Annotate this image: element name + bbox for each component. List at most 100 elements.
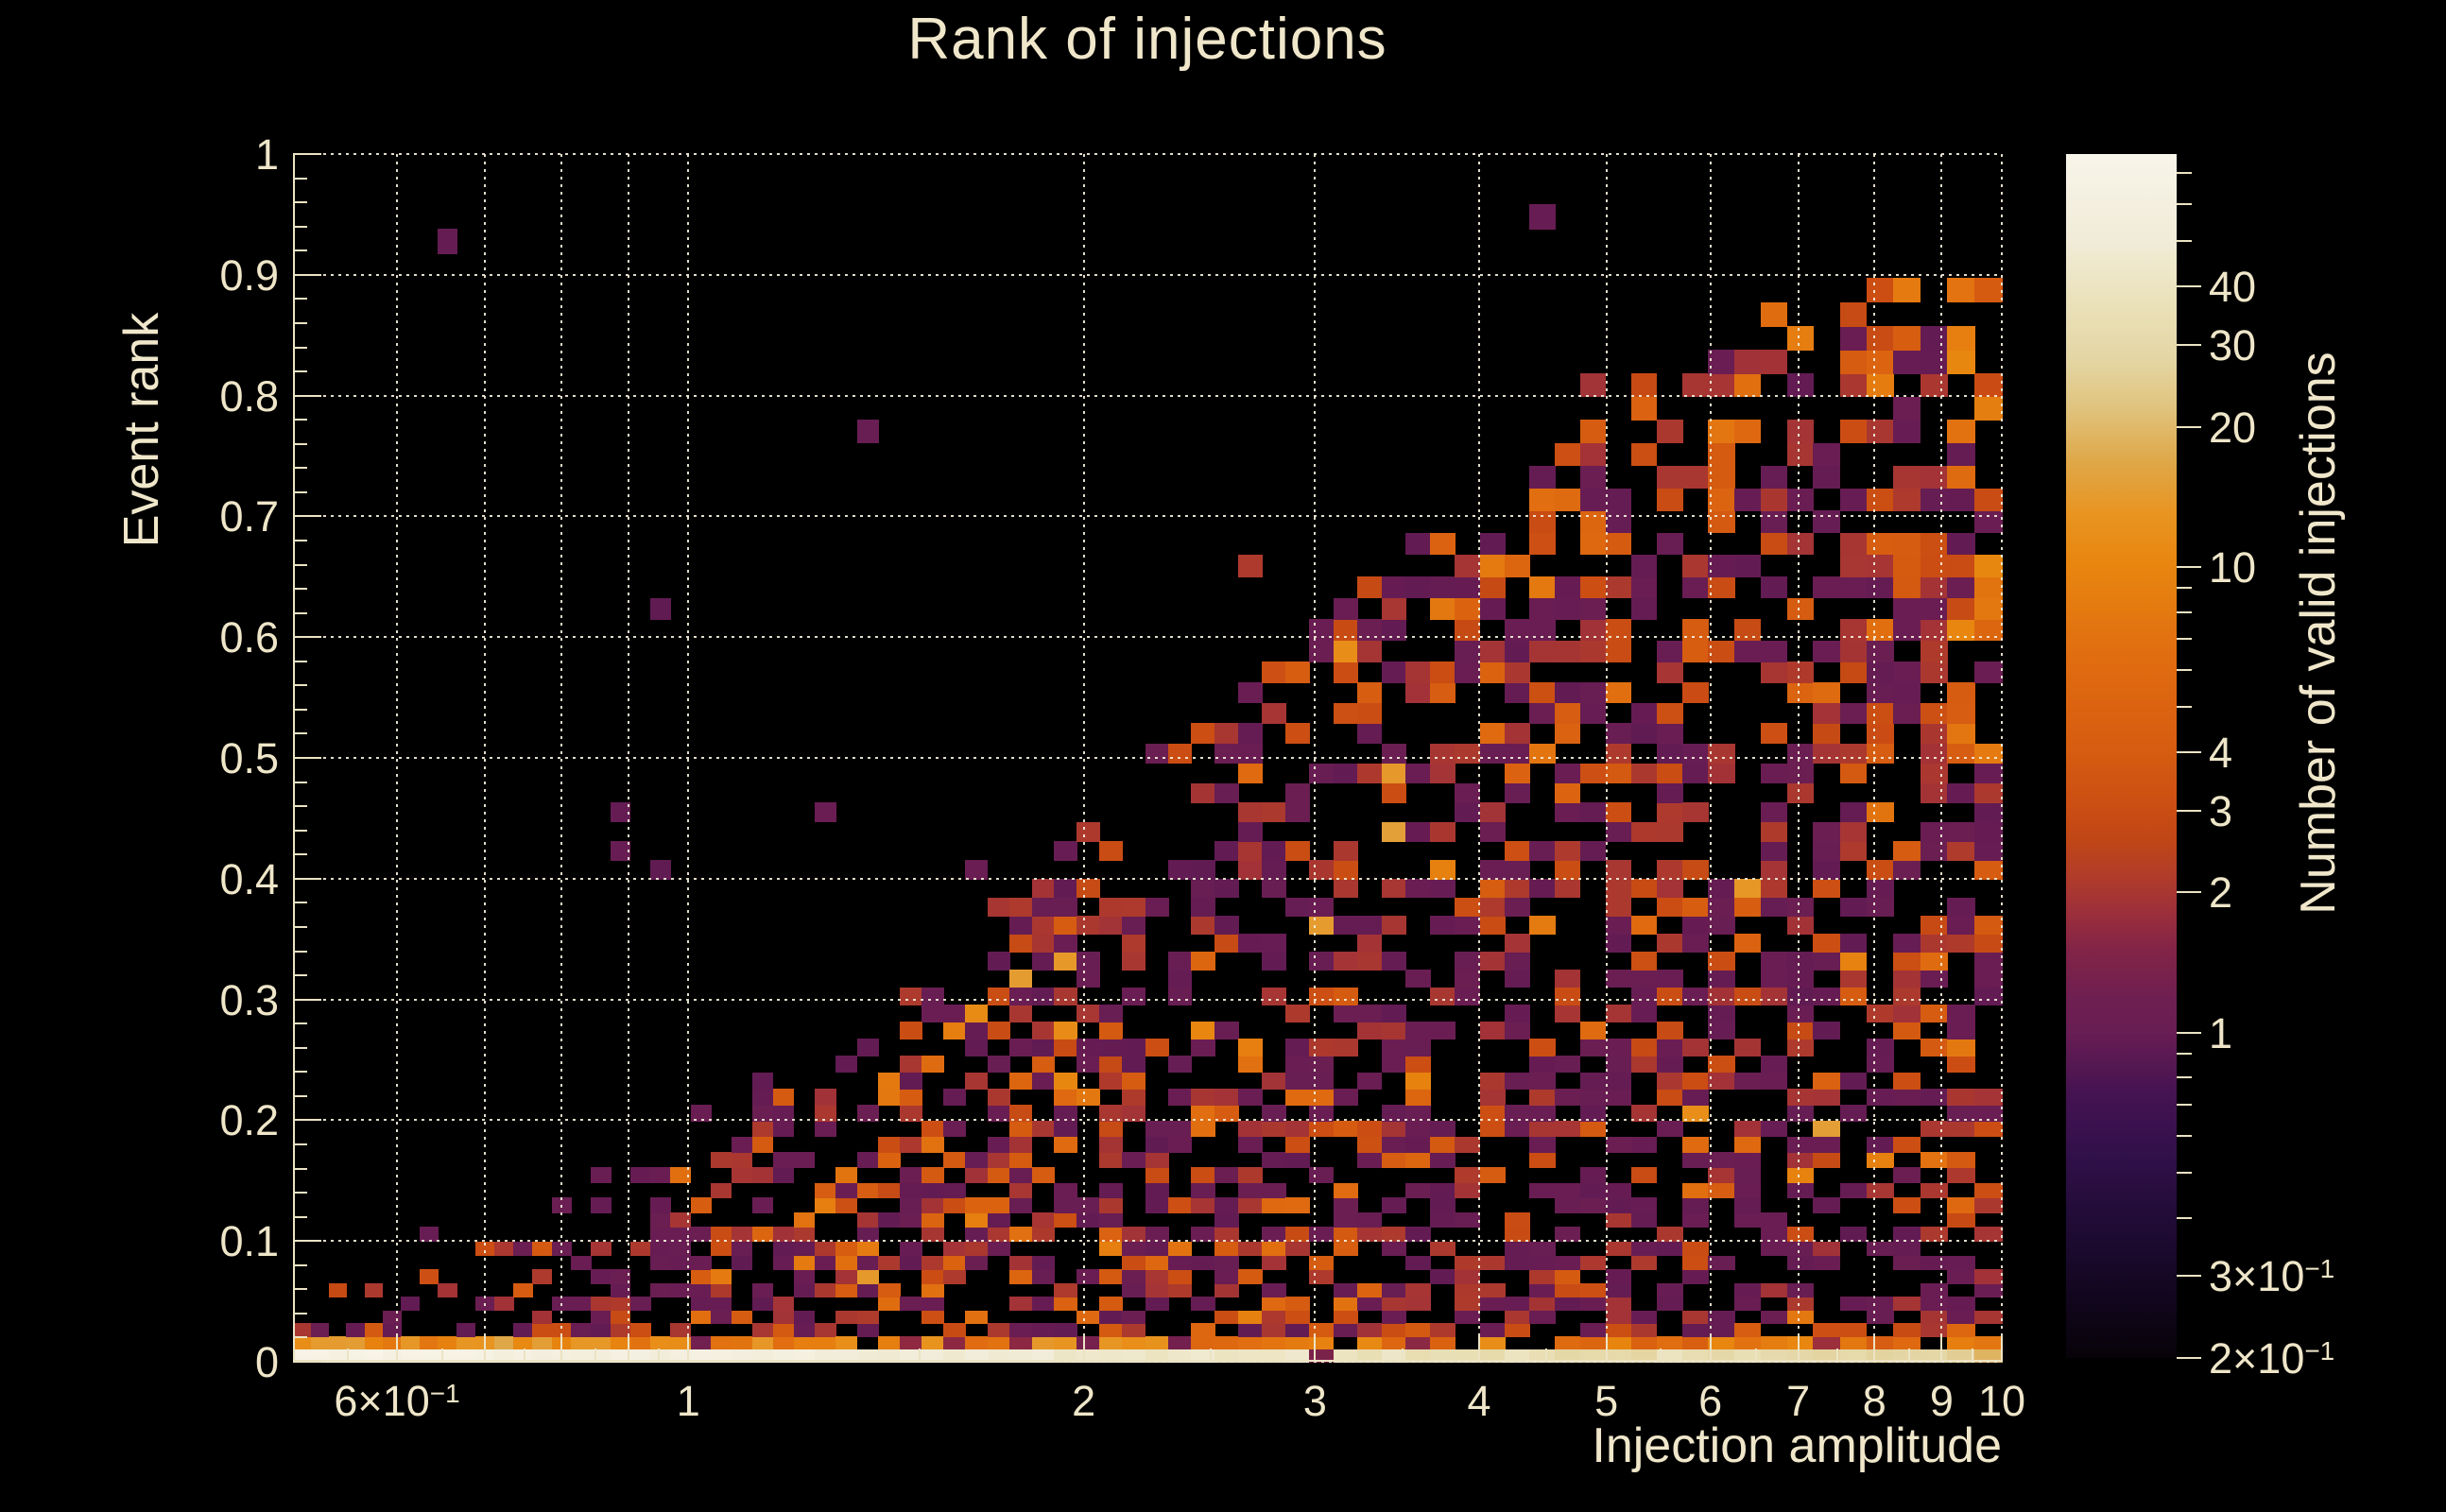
heatmap-cell <box>1529 1349 1556 1363</box>
heatmap-cell <box>1099 1310 1123 1325</box>
heatmap-cell <box>772 1120 795 1138</box>
heatmap-cell <box>793 1310 816 1325</box>
heatmap-cell <box>900 1105 922 1122</box>
heatmap-cell <box>1708 897 1735 917</box>
heatmap-cell <box>1734 350 1762 374</box>
heatmap-cell <box>610 1297 631 1312</box>
heatmap-cell <box>1947 619 1975 642</box>
heatmap-cell <box>1237 1039 1263 1057</box>
heatmap-cell <box>1504 723 1531 745</box>
heatmap-cell <box>1054 1039 1077 1057</box>
heatmap-cell <box>1284 1349 1310 1363</box>
heatmap-cell <box>1237 1120 1263 1138</box>
heatmap-cell <box>814 1336 836 1350</box>
heatmap-cell <box>1214 1105 1239 1122</box>
heatmap-cell <box>1381 1297 1407 1312</box>
heatmap-cell <box>1974 1349 2003 1363</box>
heatmap-cell <box>1682 1136 1710 1153</box>
heatmap-cell <box>814 1255 836 1271</box>
heatmap-cell <box>751 1227 774 1243</box>
heatmap-cell <box>1734 488 1762 511</box>
heatmap-cell <box>1261 860 1286 880</box>
heatmap-cell <box>1579 442 1607 467</box>
heatmap-cell <box>1504 1323 1531 1337</box>
heatmap-cell <box>629 1323 651 1337</box>
heatmap-cell <box>1099 1211 1123 1228</box>
heatmap-cell <box>900 1241 922 1257</box>
heatmap-cell <box>670 1349 692 1363</box>
heatmap-cell <box>1479 952 1506 971</box>
heatmap-cell <box>591 1197 612 1213</box>
heatmap-cell <box>1284 1336 1310 1350</box>
heatmap-cell <box>1682 619 1710 642</box>
heatmap-cell <box>1974 916 2003 935</box>
heatmap-cell <box>731 1152 753 1169</box>
heatmap-cell <box>921 1056 944 1074</box>
heatmap-cell <box>878 1297 901 1312</box>
heatmap-cell <box>1405 763 1431 784</box>
heatmap-cell <box>1479 1022 1506 1040</box>
heatmap-cell <box>1381 619 1407 642</box>
heatmap-cell <box>1430 1323 1456 1337</box>
colorbar-tick-minor <box>2177 1134 2192 1137</box>
heatmap-cell <box>1839 1072 1868 1090</box>
heatmap-cell <box>1455 597 1481 620</box>
heatmap-cell <box>1122 987 1146 1005</box>
heatmap-cell <box>1682 897 1710 917</box>
heatmap-cell <box>1381 1105 1407 1122</box>
heatmap-cell <box>629 1241 651 1257</box>
heatmap-cell <box>1237 860 1263 880</box>
heatmap-cell <box>1504 1005 1531 1023</box>
heatmap-cell <box>1708 1152 1735 1169</box>
heatmap-cell <box>1866 1349 1894 1363</box>
y-tick-minor <box>293 853 307 856</box>
heatmap-cell <box>1381 1310 1407 1325</box>
heatmap-cell <box>1839 576 1868 599</box>
heatmap-cell <box>1555 1182 1581 1198</box>
heatmap-cell <box>772 1227 795 1243</box>
x-tick-minor <box>1972 1349 1973 1362</box>
heatmap-cell <box>364 1323 384 1337</box>
heatmap-cell <box>1261 1197 1286 1213</box>
heatmap-cell <box>900 1349 922 1363</box>
heatmap-cell <box>1167 1336 1193 1350</box>
heatmap-cell <box>1579 841 1607 861</box>
heatmap-cell <box>1579 1039 1607 1057</box>
heatmap-cell <box>1261 1227 1286 1243</box>
heatmap-cell <box>1839 802 1868 823</box>
heatmap-cell <box>1974 396 2003 421</box>
heatmap-cell <box>1099 1120 1123 1138</box>
heatmap-cell <box>1734 897 1762 917</box>
heatmap-cell <box>1579 488 1607 511</box>
heatmap-cell <box>1555 1056 1581 1074</box>
heatmap-cell <box>1191 952 1215 971</box>
heatmap-cell <box>310 1336 330 1350</box>
heatmap-cell <box>1284 723 1310 745</box>
heatmap-cell <box>1947 1105 1975 1122</box>
x-tick-minor <box>523 1349 525 1362</box>
grid-line-y <box>293 1119 2002 1122</box>
heatmap-cell <box>1974 278 2003 303</box>
heatmap-cell <box>1504 1349 1531 1363</box>
heatmap-cell <box>1605 1005 1632 1023</box>
heatmap-cell <box>1866 576 1894 599</box>
heatmap-cell <box>1191 916 1215 935</box>
heatmap-cell <box>1122 1152 1146 1169</box>
heatmap-cell <box>1430 763 1456 784</box>
heatmap-cell <box>878 1349 901 1363</box>
heatmap-cell <box>1813 465 1841 490</box>
heatmap-cell <box>1786 1182 1815 1198</box>
heatmap-cell <box>1381 1336 1407 1350</box>
heatmap-cell <box>921 1182 944 1198</box>
heatmap-cell <box>328 1349 348 1363</box>
heatmap-cell <box>532 1269 553 1284</box>
x-tick-major <box>1873 1335 1876 1362</box>
x-tick-major <box>1478 1335 1480 1362</box>
heatmap-cell <box>1760 661 1788 683</box>
heatmap-cell <box>1455 952 1481 971</box>
heatmap-cell <box>670 1241 692 1257</box>
y-tick-label: 0.5 <box>219 734 279 782</box>
heatmap-cell <box>1333 987 1358 1005</box>
x-tick-label: 3 <box>1302 1377 1327 1425</box>
heatmap-cell <box>1974 1269 2003 1284</box>
